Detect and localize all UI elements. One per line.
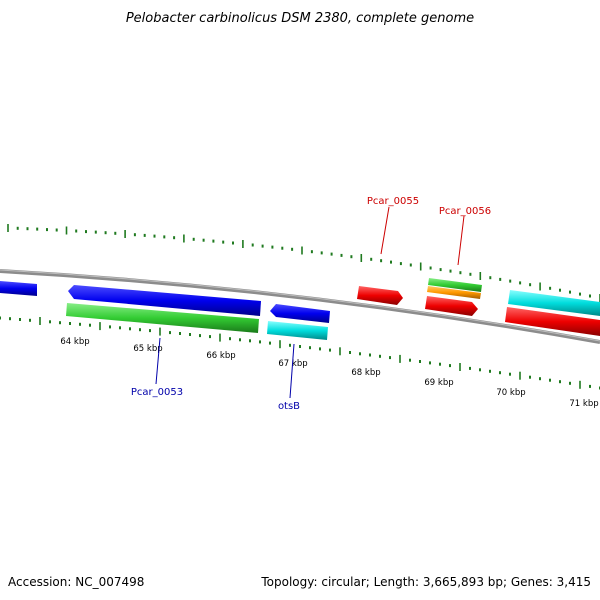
gene-cyan-otsb[interactable]: [267, 321, 328, 340]
gene-blue-large-forward[interactable]: [68, 285, 261, 316]
connector-otsb: [289, 343, 295, 399]
connector-pcar-0055: [380, 206, 390, 255]
gene-label-pcar-0055[interactable]: Pcar_0055: [367, 196, 419, 207]
gene-red-pcar-0055[interactable]: [357, 286, 403, 305]
gene-orange-pcar-0056[interactable]: [427, 286, 481, 299]
genome-backbone: [0, 269, 600, 344]
scale-labels: 64 kbp 65 kbp 66 kbp 67 kbp 68 kbp 69 kb…: [60, 337, 598, 409]
accession-text: Accession: NC_007498: [8, 575, 144, 589]
gene-label-otsb[interactable]: otsB: [278, 401, 300, 412]
tick-label-68kbp: 68 kbp: [351, 368, 380, 378]
tick-label-69kbp: 69 kbp: [424, 378, 453, 388]
scale-tick-row: [0, 316, 600, 390]
map-title: Pelobacter carbinolicus DSM 2380, comple…: [126, 11, 474, 26]
gene-label-pcar-0053[interactable]: Pcar_0053: [131, 387, 183, 398]
genome-summary-text: Topology: circular; Length: 3,665,893 bp…: [260, 575, 591, 589]
tick-label-66kbp: 66 kbp: [206, 351, 235, 361]
genome-backbone-highlight: [0, 269, 600, 342]
gene-blue-small-forward[interactable]: [270, 304, 330, 323]
tick-label-71kbp: 71 kbp: [569, 399, 598, 409]
connector-pcar-0056: [457, 215, 465, 266]
gene-label-pcar-0056[interactable]: Pcar_0056: [439, 206, 491, 217]
gene-green-pcar-0056[interactable]: [428, 278, 482, 292]
gene-red-forward[interactable]: [425, 296, 478, 316]
outer-tick-row: [7, 224, 600, 302]
gene-red-right-edge[interactable]: [505, 307, 600, 336]
tick-label-65kbp: 65 kbp: [133, 344, 162, 354]
tick-label-64kbp: 64 kbp: [60, 337, 89, 347]
gene-green-pcar-0053[interactable]: [66, 303, 259, 333]
gene-blue-left-edge[interactable]: [0, 281, 37, 296]
gene-cyan-right-edge[interactable]: [508, 290, 600, 316]
tick-label-70kbp: 70 kbp: [496, 388, 525, 398]
connector-pcar-0053: [155, 337, 161, 385]
